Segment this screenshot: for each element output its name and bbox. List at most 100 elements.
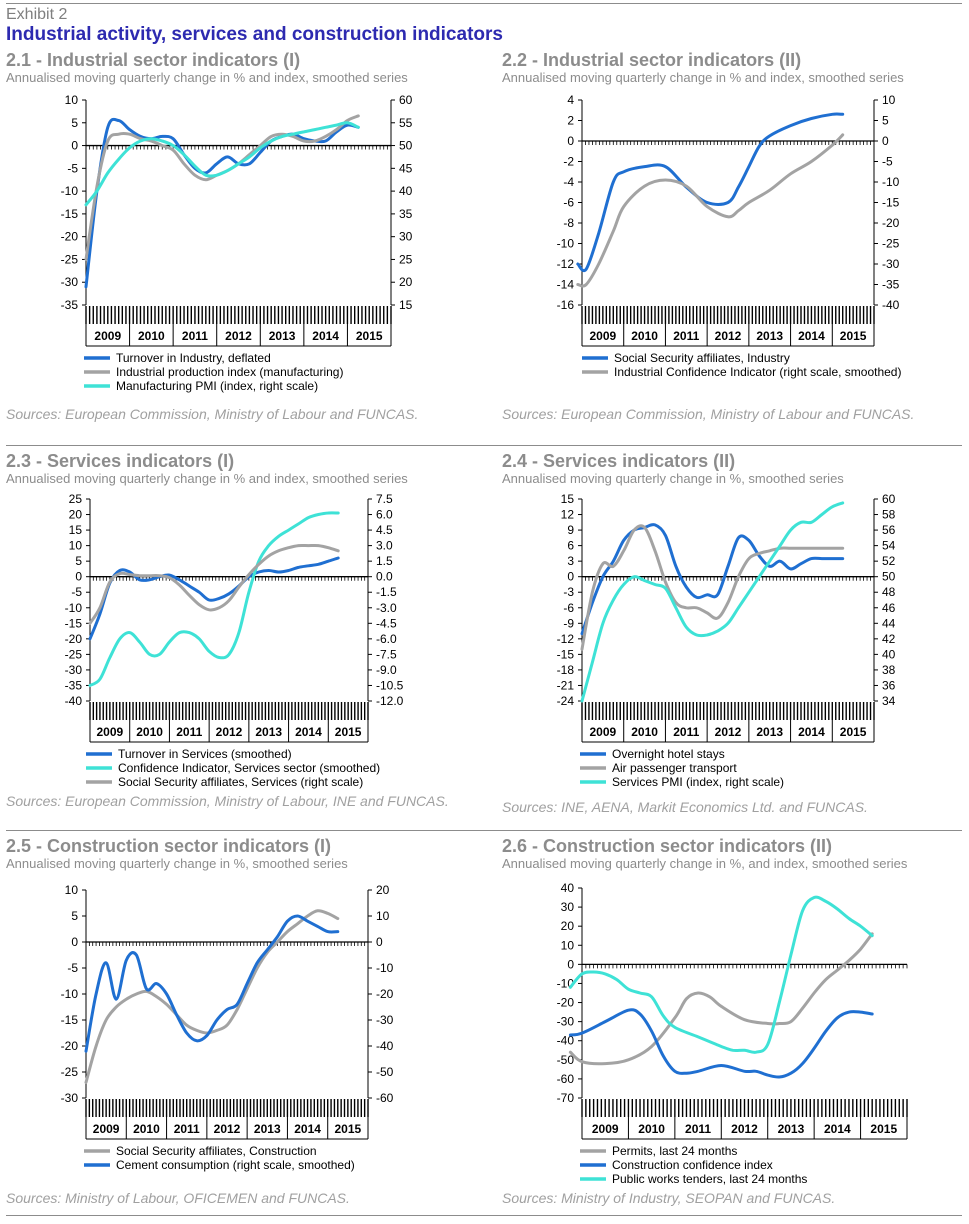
series-line-3 [568, 895, 874, 1054]
y-tick-label-left: 10 [65, 883, 79, 897]
x-tick-label: 2014 [312, 329, 339, 343]
y-tick-label-left: -21 [557, 678, 575, 692]
series-line-1 [580, 523, 845, 636]
x-tick-label: 2010 [631, 725, 658, 739]
y-tick-label-left: -2 [563, 155, 574, 169]
y-tick-label-left: 5 [71, 909, 78, 923]
y-tick-label-left: 5 [75, 554, 82, 568]
x-tick-label: 2012 [214, 1122, 241, 1136]
panel-subtitle: Annualised moving quarterly change in % … [6, 70, 408, 85]
legend-label: Air passenger transport [612, 761, 737, 775]
exhibit-label: Exhibit 2 [6, 6, 68, 23]
y-tick-label-left: 0 [567, 957, 574, 971]
y-tick-label-right: 52 [882, 554, 896, 568]
legend-label: Social Security affiliates, Services (ri… [118, 775, 363, 789]
x-tick-label: 2011 [176, 725, 202, 739]
y-tick-label-left: 15 [561, 492, 575, 506]
x-tick-label: 2013 [756, 329, 783, 343]
y-tick-label-left: -12 [557, 632, 575, 646]
y-tick-label-right: -10 [882, 175, 900, 189]
y-tick-label-right: -5 [882, 155, 893, 169]
legend-label: Social Security affiliates, Construction [116, 1144, 317, 1158]
x-tick-label: 2012 [715, 329, 742, 343]
x-tick-label: 2011 [673, 725, 699, 739]
y-tick-label-right: 42 [882, 632, 896, 646]
y-tick-label-right: -30 [376, 1013, 394, 1027]
y-tick-label-right: -15 [882, 196, 900, 210]
y-tick-label-left: -24 [557, 694, 575, 708]
panel-title: 2.2 - Industrial sector indicators (II) [502, 50, 802, 70]
x-tick-label: 2009 [590, 725, 617, 739]
y-tick-label-left: 12 [561, 508, 575, 522]
y-tick-label-left: 0 [75, 570, 82, 584]
y-tick-label-right: 36 [882, 678, 896, 692]
series-line-1 [568, 932, 874, 1066]
y-tick-label-left: -18 [557, 663, 575, 677]
legend-label: Overnight hotel stays [612, 747, 725, 761]
y-tick-label-right: -6.0 [376, 632, 397, 646]
bottom-rule [6, 1215, 962, 1216]
y-tick-label-right: 38 [882, 663, 896, 677]
y-tick-label-left: 0 [567, 570, 574, 584]
y-tick-label-left: -35 [65, 678, 83, 692]
y-tick-label-left: 5 [71, 116, 78, 130]
y-tick-label-left: -35 [61, 298, 79, 312]
y-tick-label-left: 0 [71, 139, 78, 153]
y-tick-label-left: -9 [563, 616, 574, 630]
x-tick-label: 2012 [731, 1122, 758, 1136]
legend-label: Industrial production index (manufacturi… [116, 365, 343, 379]
y-tick-label-right: -10.5 [376, 678, 404, 692]
series-line-2 [576, 133, 845, 288]
x-tick-label: 2013 [756, 725, 783, 739]
panel-title: 2.1 - Industrial sector indicators (I) [6, 50, 301, 70]
x-tick-label: 2010 [631, 329, 658, 343]
y-tick-label-left: 2 [567, 114, 574, 128]
legend-label: Construction confidence index [612, 1158, 773, 1172]
y-tick-label-left: 10 [561, 938, 575, 952]
y-tick-label-right: -1.5 [376, 585, 397, 599]
legend-label: Industrial Confidence Indicator (right s… [614, 365, 901, 379]
x-tick-label: 2011 [673, 329, 699, 343]
y-tick-label-right: -40 [882, 298, 900, 312]
y-tick-label-left: -3 [563, 585, 574, 599]
x-tick-label: 2010 [136, 725, 163, 739]
x-tick-label: 2010 [138, 329, 165, 343]
y-tick-label-right: 34 [882, 694, 896, 708]
y-tick-label-left: -30 [557, 1015, 575, 1029]
x-tick-label: 2013 [269, 329, 296, 343]
x-tick-label: 2015 [840, 725, 867, 739]
y-tick-label-left: -10 [557, 237, 575, 251]
y-tick-label-left: -15 [61, 1013, 79, 1027]
series-line-2 [88, 511, 340, 687]
y-tick-label-left: -20 [61, 230, 79, 244]
legend-label: Public works tenders, last 24 months [612, 1172, 807, 1186]
panel-subtitle: Annualised moving quarterly change in %,… [6, 856, 348, 871]
series-line-1 [84, 909, 340, 1084]
x-tick-label: 2009 [93, 1122, 120, 1136]
panel-source: Sources: European Commission, Ministry o… [6, 793, 449, 809]
y-tick-label-left: -20 [65, 632, 83, 646]
y-tick-label-left: -15 [65, 616, 83, 630]
legend-label: Manufacturing PMI (index, right scale) [116, 379, 318, 393]
panel-2-5: 2.5 - Construction sector indicators (I)… [6, 836, 486, 1212]
y-tick-label-right: 48 [882, 585, 896, 599]
x-tick-label: 2013 [778, 1122, 805, 1136]
panel-2-3: 2.3 - Services indicators (I) Annualised… [6, 451, 486, 828]
y-tick-label-left: 20 [561, 919, 575, 933]
y-tick-label-right: -50 [376, 1065, 394, 1079]
x-tick-label: 2009 [592, 1122, 619, 1136]
legend-label: Social Security affiliates, Industry [614, 351, 790, 365]
y-tick-label-left: 30 [561, 900, 575, 914]
x-tick-label: 2014 [295, 725, 322, 739]
y-tick-label-right: 50 [882, 570, 896, 584]
x-tick-label: 2009 [97, 725, 124, 739]
x-tick-label: 2011 [174, 1122, 200, 1136]
y-tick-label-right: 10 [882, 93, 896, 107]
legend-label: Confidence Indicator, Services sector (s… [118, 761, 380, 775]
y-tick-label-right: 50 [399, 139, 413, 153]
y-tick-label-left: -5 [67, 961, 78, 975]
y-tick-label-right: 4.5 [376, 523, 393, 537]
y-tick-label-right: -35 [882, 278, 900, 292]
